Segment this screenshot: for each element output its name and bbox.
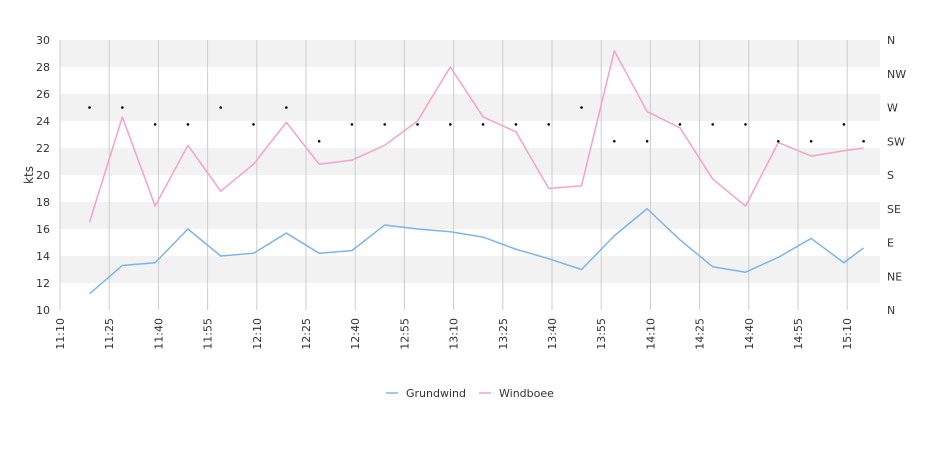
y-tick-label: 30 [36,34,50,47]
plot-band [60,256,880,283]
direction-marker [514,123,518,126]
x-tick-label: 11:25 [103,318,116,350]
direction-marker [678,123,682,126]
y-tick-label: 10 [36,304,50,317]
direction-marker [219,106,223,109]
plot-band [60,94,880,121]
direction-marker [481,123,485,126]
y-tick-label: 22 [36,142,50,155]
direction-marker [711,123,715,126]
direction-marker [645,139,649,143]
direction-marker [153,123,157,126]
direction-tick-label: W [887,102,898,115]
x-tick-label: 12:55 [398,318,411,350]
direction-marker [317,139,321,143]
y-axis-label: kts [22,166,36,184]
legend: Grundwind Windboee [386,387,554,400]
x-tick-label: 12:25 [300,318,313,350]
x-tick-label: 13:10 [448,318,461,350]
plot-bands [60,40,880,283]
y-axis-ticks: 10 12 14 16 18 20 22 24 26 28 30 [36,34,50,317]
direction-marker [580,106,583,109]
x-tick-label: 13:55 [595,318,608,350]
y-tick-label: 26 [36,88,50,101]
plot-band [60,202,880,229]
y-tick-label: 24 [36,115,50,128]
direction-marker [416,123,419,126]
direction-axis-ticks: N NE E SE S SW W NW N [887,34,906,317]
y-tick-label: 18 [36,196,50,209]
direction-marker [862,139,865,143]
direction-marker [613,139,616,143]
direction-marker [88,106,91,109]
plot-band [60,148,880,175]
direction-tick-label: E [887,237,894,250]
x-tick-label: 13:25 [497,318,510,350]
x-tick-label: 14:40 [743,318,756,350]
x-tick-label: 14:10 [644,318,657,350]
direction-marker [121,106,124,109]
y-tick-label: 16 [36,223,50,236]
direction-tick-label: N [887,34,895,47]
direction-marker [547,123,551,126]
x-tick-label: 14:25 [694,318,707,350]
direction-marker [449,123,452,126]
x-tick-label: 12:40 [349,318,362,350]
y-tick-label: 28 [36,61,50,74]
direction-marker [842,123,846,126]
vertical-gridlines [59,40,848,310]
direction-marker [777,139,780,143]
direction-marker [350,123,354,126]
x-tick-label: 12:10 [251,318,264,350]
x-tick-label: 11:55 [202,318,215,350]
direction-marker [383,123,387,126]
direction-marker [285,106,288,109]
x-tick-label: 13:40 [546,318,559,350]
x-tick-label: 11:40 [152,318,165,350]
series-line-grundwind [89,208,865,295]
direction-tick-label: S [887,169,894,182]
direction-tick-label: SE [887,203,901,216]
direction-marker [186,123,190,126]
y-tick-label: 12 [36,277,50,290]
direction-marker [252,123,255,126]
direction-tick-label: SW [887,135,905,148]
plot-band [60,40,880,67]
y-tick-label: 14 [36,250,50,263]
y-tick-label: 20 [36,169,50,182]
series-line-windboee [88,50,864,223]
series-lines [88,50,865,295]
legend-label: Windboee [499,387,554,400]
direction-marker [744,123,747,126]
direction-tick-label: NE [887,270,902,283]
direction-tick-label: NW [887,68,906,81]
x-tick-label: 14:55 [792,318,805,350]
legend-label: Grundwind [406,387,466,400]
direction-marker [809,139,813,143]
x-axis-ticks: 11:10 11:25 11:40 11:55 12:10 12:25 12:40 12:55… [54,318,854,350]
x-tick-label: 15:10 [841,318,854,350]
direction-tick-label: N [887,304,895,317]
direction-markers [88,106,865,143]
x-tick-label: 11:10 [54,318,67,350]
